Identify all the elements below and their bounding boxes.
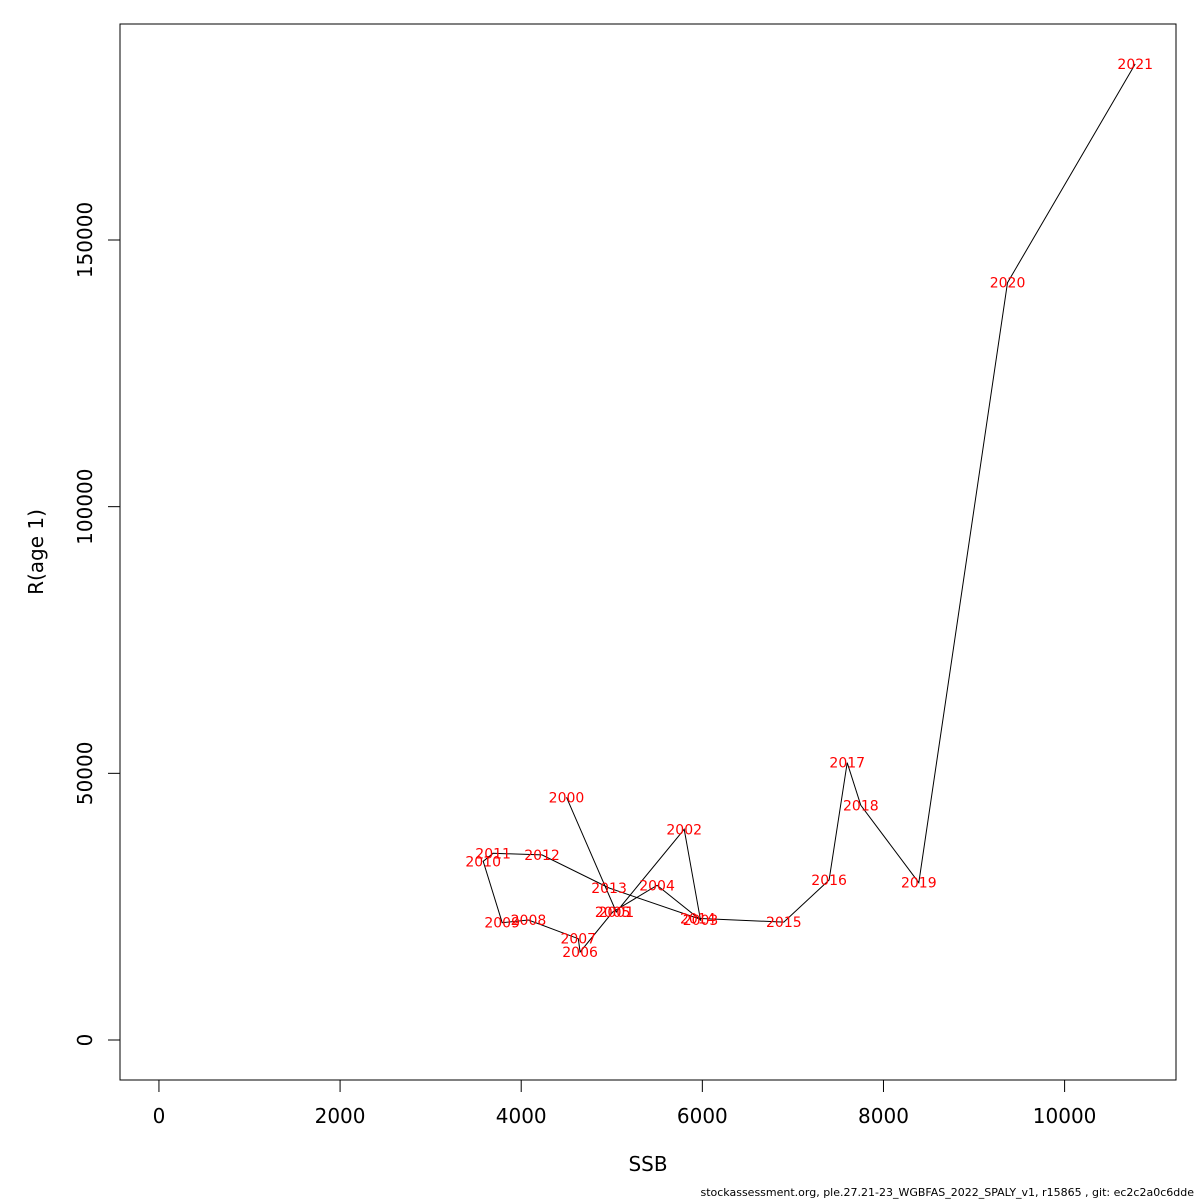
x-tick-label: 6000 (677, 1104, 728, 1128)
point-label-2004: 2004 (639, 878, 675, 894)
x-tick-label: 4000 (496, 1104, 547, 1128)
x-tick-label: 0 (153, 1104, 166, 1128)
point-label-2006: 2006 (562, 945, 598, 961)
point-label-2009: 2009 (484, 916, 520, 932)
point-label-2010: 2010 (465, 854, 501, 870)
footer-credit: stockassessment.org, ple.27.21-23_WGBFAS… (700, 1186, 1194, 1199)
y-tick-label: 150000 (73, 202, 97, 278)
point-label-2017: 2017 (829, 756, 865, 772)
x-axis: 0 2000 4000 6000 8000 10000 (153, 1079, 1097, 1128)
point-label-2001: 2001 (598, 905, 634, 921)
recruitment-line (482, 63, 1136, 954)
point-label-2014: 2014 (680, 911, 716, 927)
point-label-2013: 2013 (591, 881, 627, 897)
point-label-2012: 2012 (524, 848, 560, 864)
point-label-2016: 2016 (811, 873, 847, 889)
point-label-2011: 2011 (475, 846, 511, 862)
point-label-2008: 2008 (511, 913, 547, 929)
point-label-2019: 2019 (901, 876, 937, 892)
plot-frame (119, 23, 1177, 1081)
point-label-2018: 2018 (843, 798, 879, 814)
point-label-2015: 2015 (766, 915, 802, 931)
y-tick-label: 0 (73, 1034, 97, 1047)
year-labels: 2000200120022003200420052006200720082009… (465, 57, 1153, 961)
x-axis-label: SSB (628, 1152, 667, 1176)
y-axis-label: R(age 1) (24, 509, 48, 595)
point-label-2002: 2002 (666, 822, 702, 838)
point-label-2021: 2021 (1117, 57, 1153, 73)
point-label-2007: 2007 (560, 932, 596, 948)
y-tick-label: 100000 (73, 468, 97, 544)
y-axis: 0 50000 100000 150000 (73, 202, 121, 1047)
x-tick-label: 10000 (1033, 1104, 1097, 1128)
y-tick-label: 50000 (73, 742, 97, 806)
x-tick-label: 8000 (858, 1104, 909, 1128)
point-label-2005: 2005 (595, 905, 631, 921)
point-label-2020: 2020 (990, 276, 1026, 292)
x-tick-label: 2000 (315, 1104, 366, 1128)
point-label-2000: 2000 (549, 790, 585, 806)
point-label-2003: 2003 (683, 913, 719, 929)
